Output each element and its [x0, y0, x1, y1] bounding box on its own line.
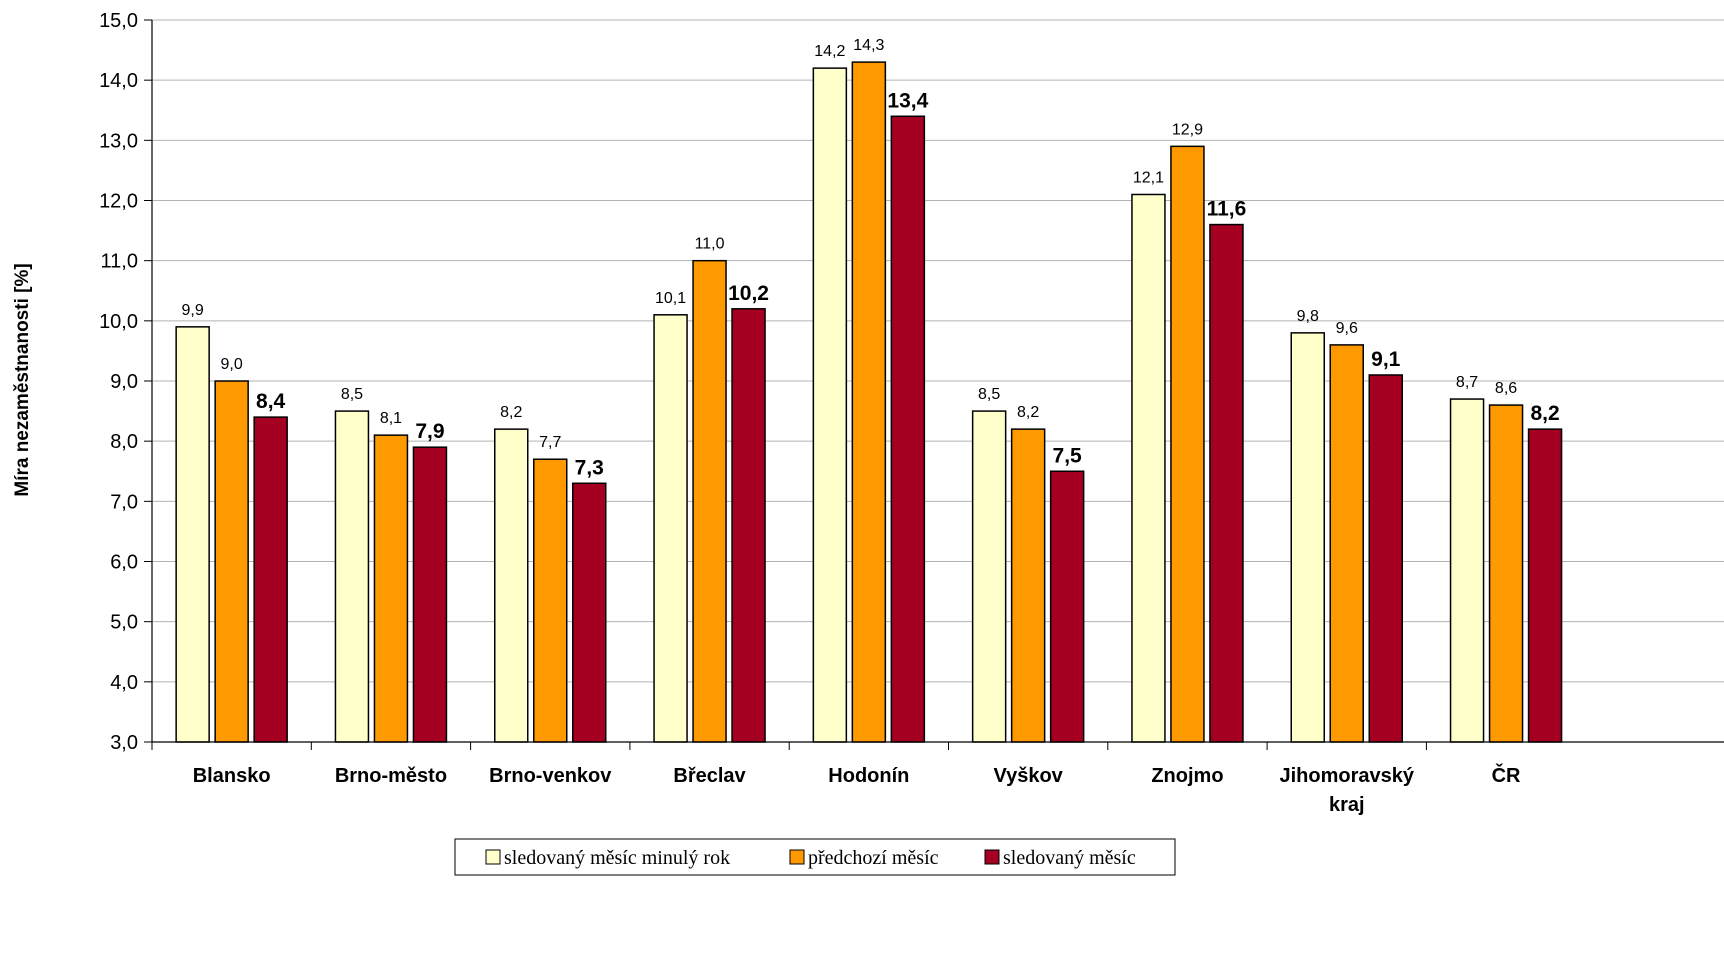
y-tick-label: 12,0	[99, 191, 138, 213]
y-tick-label: 13,0	[99, 130, 138, 152]
bar-previous-month	[214, 380, 249, 743]
y-tick-label: 9,0	[110, 371, 138, 393]
data-label: 8,2	[1017, 404, 1039, 421]
bar-last-year	[653, 314, 688, 743]
bars	[175, 61, 1563, 743]
category-label: Brno-venkov	[489, 765, 612, 787]
legend-entry: předchozí měsíc	[808, 847, 939, 869]
y-tick-label: 5,0	[110, 612, 138, 634]
y-tick-label: 8,0	[110, 431, 138, 453]
bar-previous-month	[692, 259, 727, 743]
data-label: 8,5	[978, 386, 1000, 403]
category-label: Vyškov	[993, 765, 1063, 787]
y-axis-label: Míra nezaměstnanosti [%]	[12, 263, 33, 496]
y-tick-label: 7,0	[110, 491, 138, 513]
data-label: 9,6	[1336, 320, 1358, 337]
category-label: Blansko	[193, 765, 271, 787]
y-tick-label: 4,0	[110, 672, 138, 694]
data-label: 11,0	[695, 236, 725, 253]
category-label: kraj	[1329, 794, 1365, 816]
bar-previous-month	[1010, 428, 1046, 743]
x-axis-category-labels: Blansko Brno-město Brno-venkov Břeclav Hodon…	[193, 763, 1521, 816]
bar-last-year	[971, 410, 1007, 743]
legend-entry: sledovaný měsíc	[1003, 847, 1136, 869]
bar-previous-month	[1170, 145, 1205, 743]
bar-previous-month	[373, 434, 409, 743]
data-label: 9,8	[1297, 308, 1319, 325]
bar-current-month	[731, 308, 766, 743]
data-label: 8,2	[500, 404, 522, 421]
data-label: 12,1	[1133, 169, 1164, 186]
data-label: 8,2	[1530, 402, 1559, 425]
legend-box	[454, 838, 1176, 876]
data-label: 10,2	[728, 282, 769, 305]
data-label: 8,7	[1456, 374, 1478, 391]
category-label: Hodonín	[828, 765, 909, 787]
data-label: 7,3	[575, 456, 604, 479]
legend-swatch	[789, 849, 805, 865]
y-tick-label: 11,0	[101, 251, 138, 273]
data-label: 14,3	[853, 37, 884, 54]
category-label: Brno-město	[335, 765, 447, 787]
category-label: Znojmo	[1151, 765, 1223, 787]
data-label: 8,4	[256, 390, 286, 413]
y-tick-label: 3,0	[110, 732, 138, 754]
bar-last-year	[1131, 193, 1166, 743]
bar-last-year	[812, 67, 848, 743]
data-label: 11,6	[1207, 198, 1247, 221]
category-label: Břeclav	[673, 765, 746, 787]
data-label: 7,5	[1053, 444, 1083, 467]
data-label: 14,2	[814, 43, 845, 60]
data-label: 7,9	[415, 420, 444, 443]
data-label: 9,0	[221, 356, 243, 373]
y-tick-label: 6,0	[110, 552, 138, 574]
bar-current-month	[412, 446, 448, 743]
data-label: 9,9	[182, 302, 204, 319]
bar-current-month	[1209, 223, 1244, 743]
bar-data-labels: 9,9 9,0 8,4 8,5 8,1 7,9 8,2 7,7 7,3 10,1 11,0 10,2 1…	[182, 37, 1560, 479]
bar-current-month	[1049, 470, 1085, 743]
bar-last-year	[1290, 332, 1325, 743]
y-tick-label: 14,0	[99, 70, 138, 92]
bar-previous-month	[533, 458, 568, 743]
bar-previous-month	[1329, 344, 1364, 743]
data-label: 12,9	[1172, 121, 1203, 138]
legend-swatch	[984, 849, 1000, 865]
bar-current-month	[572, 482, 607, 743]
data-label: 9,1	[1371, 348, 1401, 371]
bar-last-year	[175, 326, 210, 743]
bar-last-year	[334, 410, 370, 743]
data-label: 13,4	[887, 89, 928, 112]
data-label: 7,7	[539, 434, 561, 451]
data-label: 10,1	[655, 290, 686, 307]
data-label: 8,6	[1495, 380, 1517, 397]
legend-swatch	[485, 849, 501, 865]
axes	[151, 20, 1724, 750]
bar-last-year	[1449, 398, 1485, 743]
bar-current-month	[890, 115, 926, 743]
bar-last-year	[494, 428, 529, 743]
data-label: 8,1	[380, 410, 402, 427]
bar-previous-month	[1488, 404, 1524, 743]
y-tick-label: 15,0	[99, 10, 138, 32]
data-label: 8,5	[341, 386, 363, 403]
y-axis-ticks: 3,0 4,0 5,0 6,0 7,0 8,0 9,0 10,0 11,0 12,0 13,0 14,…	[99, 10, 152, 754]
y-tick-label: 10,0	[99, 311, 138, 333]
legend-entry: sledovaný měsíc minulý rok	[504, 847, 730, 869]
bar-current-month	[1527, 428, 1563, 743]
category-label: Jihomoravský	[1279, 765, 1414, 787]
legend: sledovaný měsíc minulý rok předchozí měsí…	[454, 838, 1176, 876]
bar-current-month	[1368, 374, 1403, 743]
bar-current-month	[253, 416, 288, 743]
bar-previous-month	[851, 61, 887, 743]
category-label: ČR	[1492, 763, 1521, 787]
